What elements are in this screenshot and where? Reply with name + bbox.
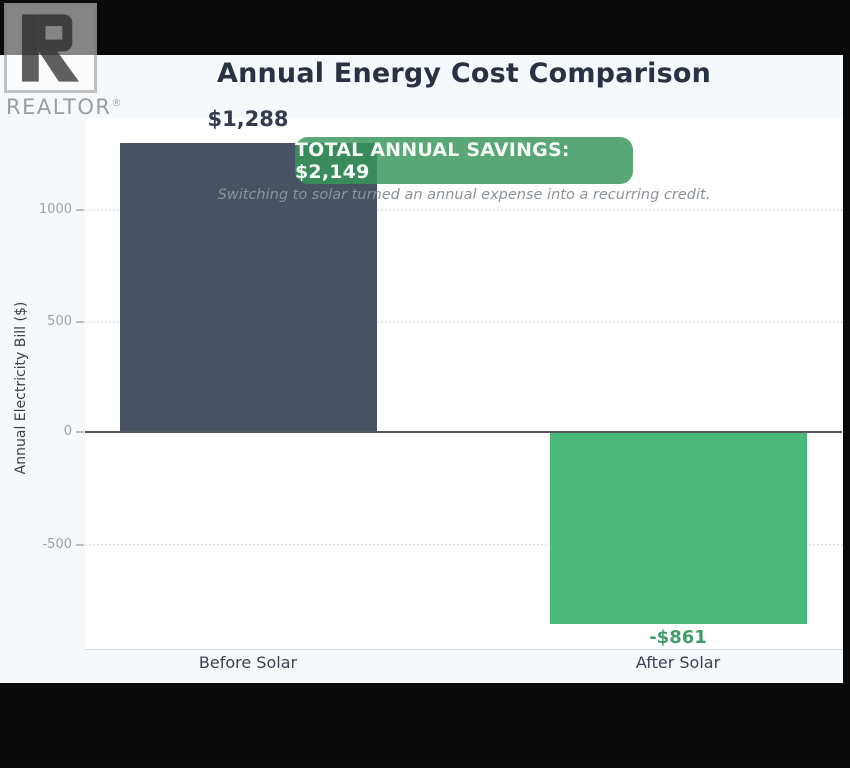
- realtor-r-glyph: [21, 14, 80, 82]
- xtick-label-after-solar: After Solar: [635, 653, 721, 672]
- registered-trademark-symbol: ®: [111, 98, 122, 109]
- y-axis-label: Annual Electricity Bill ($): [13, 301, 29, 475]
- bar-after-solar: [550, 433, 807, 624]
- savings-badge: TOTAL ANNUAL SAVINGS: $2,149: [295, 137, 633, 184]
- ytick-mark-0: [76, 431, 84, 433]
- chart-subtitle: Switching to solar turned an annual expe…: [217, 187, 711, 203]
- ytick-label-neg500: -500: [42, 537, 72, 552]
- realtor-watermark: REALTOR®: [4, 3, 122, 119]
- ytick-mark-500: [76, 321, 84, 323]
- ytick-label-0: 0: [63, 424, 72, 439]
- gridline-neg500: [85, 544, 843, 546]
- realtor-wordmark: REALTOR®: [6, 95, 122, 119]
- ytick-mark-neg500: [76, 544, 84, 546]
- bar-value-label-after: -$861: [649, 627, 707, 648]
- gridline-500: [85, 321, 843, 323]
- letterbox-top: [0, 0, 850, 55]
- zero-baseline: [85, 431, 842, 433]
- gridline-1000: [85, 209, 843, 211]
- letterbox-bottom: [0, 683, 850, 768]
- bar-before-solar: [120, 143, 377, 432]
- bar-value-label-before: $1,288: [207, 107, 289, 131]
- chart-title: Annual Energy Cost Comparison: [216, 58, 712, 89]
- realtor-logo-icon: [4, 3, 97, 93]
- ytick-label-1000: 1000: [38, 202, 72, 217]
- xtick-label-before-solar: Before Solar: [198, 653, 298, 672]
- ytick-label-500: 500: [47, 314, 72, 329]
- ytick-mark-1000: [76, 209, 84, 211]
- letterbox-right: [843, 0, 850, 768]
